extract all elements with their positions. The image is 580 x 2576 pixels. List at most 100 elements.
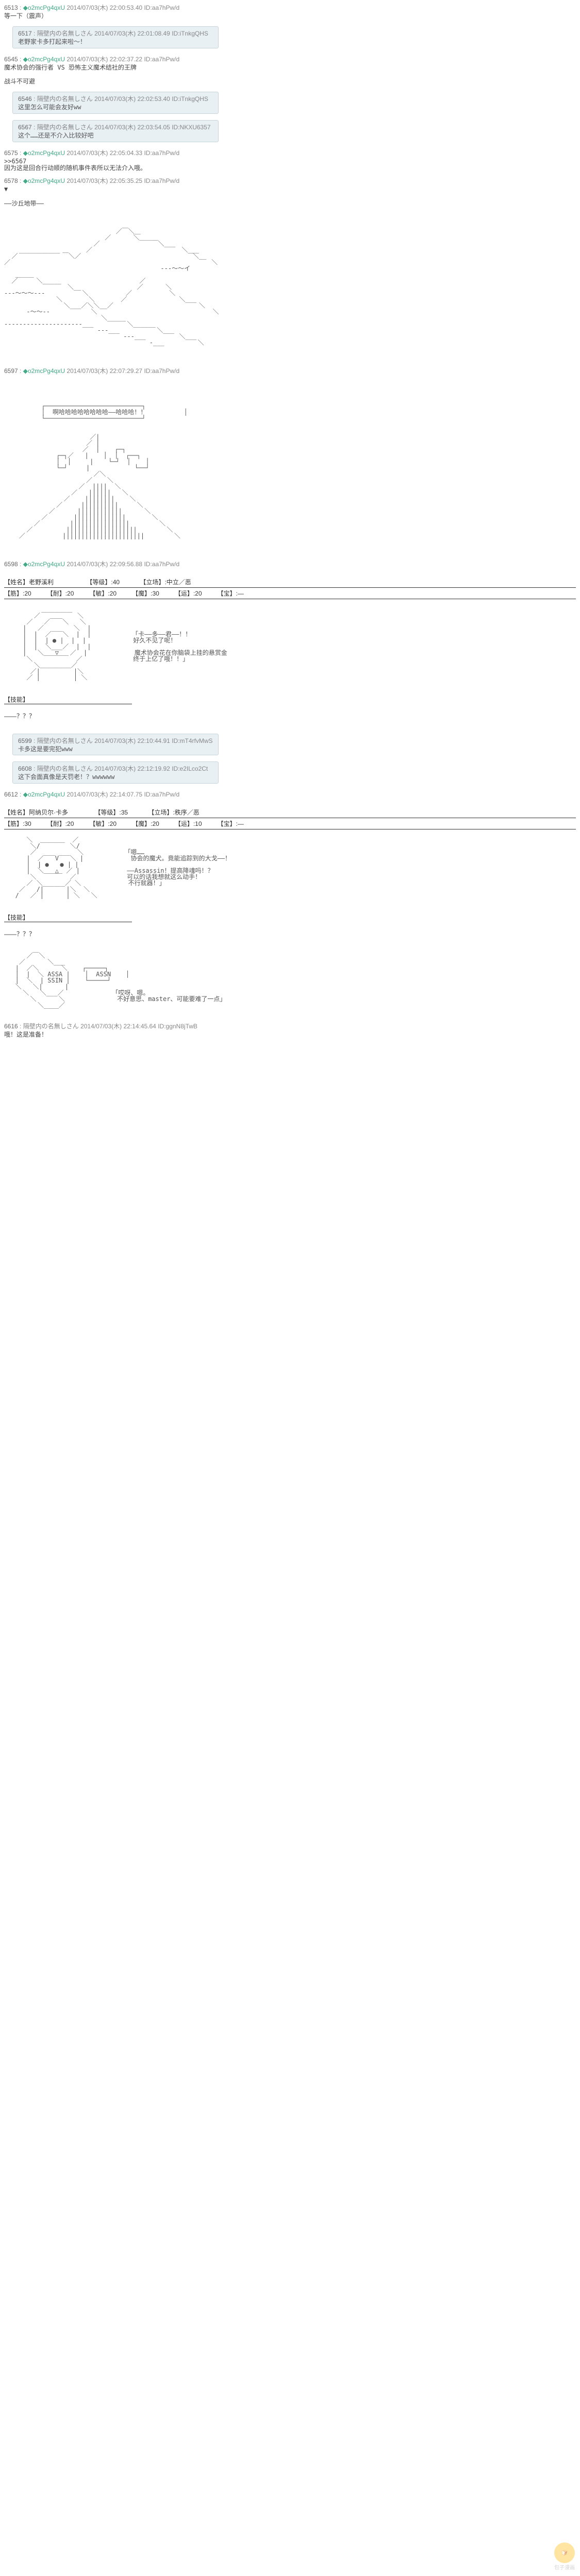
- post-date: 2014/07/03(木) 22:09:56.88: [67, 561, 142, 568]
- post-header: 6575 : ◆o2mcPg4qxU 2014/07/03(木) 22:05:0…: [4, 148, 576, 157]
- skill-body: ――？？？: [4, 929, 576, 938]
- stat-align-label: 【立场】: [140, 579, 164, 586]
- post: 6616 : 隔壁内の名無しさん 2014/07/03(木) 22:14:45.…: [0, 1021, 580, 1040]
- post-number[interactable]: 6608: [18, 765, 32, 772]
- post-body: 老野家卡多打起来啦～！: [18, 39, 213, 46]
- stat-row-2: 【筋】:20 【耐】:20 【敏】:20 【魔】:30 【运】:20 【宝】:―: [4, 588, 576, 599]
- post-number[interactable]: 6598: [4, 561, 18, 568]
- post: 6545 : ◆o2mcPg4qxU 2014/07/03(木) 22:02:3…: [0, 54, 580, 87]
- post-header: 6546 : 隔壁内の名無しさん 2014/07/03(木) 22:02:53.…: [18, 94, 213, 103]
- post-number[interactable]: 6513: [4, 4, 18, 11]
- post-number[interactable]: 6546: [18, 95, 32, 103]
- post: 6598 : ◆o2mcPg4qxU 2014/07/03(木) 22:09:5…: [0, 558, 580, 721]
- logo-icon: 🍞: [554, 2543, 575, 2563]
- post-date: 2014/07/03(木) 22:01:08.49: [94, 30, 170, 37]
- post-body: 这个……还是不介入比较好吧: [18, 132, 213, 140]
- post-number[interactable]: 6616: [4, 1023, 18, 1030]
- ascii-art-landscape: ／￣＼＿ ／ ＼＿＿ ／ ￣＼___ ___________ ／ ＼___ ／: [4, 222, 576, 346]
- post-date: 2014/07/03(木) 22:14:45.64: [80, 1023, 156, 1030]
- poster-name: 隔壁内の名無しさん: [37, 737, 93, 744]
- post-id: ID:aa7hPw/d: [144, 56, 179, 63]
- post-date: 2014/07/03(木) 22:03:54.05: [94, 124, 170, 131]
- stat-cell: 【宝】:―: [221, 820, 244, 827]
- reply-post: 6517 : 隔壁内の名無しさん 2014/07/03(木) 22:01:08.…: [12, 26, 219, 48]
- post-body: ▼ ――沙丘地带――: [4, 186, 576, 207]
- post-number[interactable]: 6599: [18, 737, 32, 744]
- poster-name: 隔壁内の名無しさん: [23, 1023, 79, 1030]
- skill-body: ――？？？: [4, 711, 576, 720]
- character-stat-block: 【姓名】老野溪利 【等级】:40 【立场】:中立／恶 【筋】:20 【耐】:20…: [4, 577, 576, 599]
- post-header: 6598 : ◆o2mcPg4qxU 2014/07/03(木) 22:09:5…: [4, 560, 576, 568]
- site-logo[interactable]: 🍞 包子漫画: [554, 2543, 575, 2571]
- post-date: 2014/07/03(木) 22:02:37.22: [67, 56, 142, 63]
- stat-row-1: 【姓名】老野溪利 【等级】:40 【立场】:中立／恶: [4, 577, 576, 588]
- post-id: ID:mT4rfvMwS: [172, 737, 212, 744]
- stat-name-label: 【姓名】: [4, 809, 29, 816]
- post: 6513 : ◆o2mcPg4qxU 2014/07/03(木) 22:00:5…: [0, 2, 580, 21]
- post-number[interactable]: 6575: [4, 149, 18, 157]
- stat-row-1: 【姓名】阿纳贝尔·卡多 【等级】:35 【立场】:秩序／恶: [4, 807, 576, 818]
- stat-level: :40: [111, 579, 120, 586]
- tripcode: ◆o2mcPg4qxU: [23, 791, 65, 798]
- stat-cell: 【筋】:30: [4, 820, 31, 827]
- character-stat-block: 【姓名】阿纳贝尔·卡多 【等级】:35 【立场】:秩序／恶 【筋】:30 【耐】…: [4, 807, 576, 829]
- stat-cell: 【筋】:20: [4, 590, 31, 597]
- stat-level-label: 【等级】: [86, 579, 111, 586]
- post-body: 魔术协会的强行者 VS 恐怖主义魔术结社的王牌 战斗不可避: [4, 64, 576, 86]
- skill-header: 【技能】: [4, 695, 132, 704]
- reply-post: 6567 : 隔壁内の名無しさん 2014/07/03(木) 22:03:54.…: [12, 120, 219, 142]
- post-header: 6599 : 隔壁内の名無しさん 2014/07/03(木) 22:10:44.…: [18, 736, 213, 745]
- ascii-art-character-2: ＼ ＿＿＿＿ ／ ＼/ ＼/ ／ ___ ___ ＼ 「嗯…… | ／ V ＼ …: [4, 837, 576, 899]
- poster-name: 隔壁内の名無しさん: [37, 30, 93, 37]
- post-header: 6567 : 隔壁内の名無しさん 2014/07/03(木) 22:03:54.…: [18, 123, 213, 131]
- post-id: ID:aa7hPw/d: [144, 149, 179, 157]
- stat-level: :35: [119, 809, 128, 816]
- post-header: 6597 : ◆o2mcPg4qxU 2014/07/03(木) 22:07:2…: [4, 366, 576, 375]
- stat-cell: 【敏】:20: [92, 590, 117, 597]
- tripcode: ◆o2mcPg4qxU: [23, 56, 65, 63]
- post-header: 6517 : 隔壁内の名無しさん 2014/07/03(木) 22:01:08.…: [18, 29, 213, 38]
- ascii-art-speech: ┌──────────────────────────┐ │ 啊哈哈哈哈哈哈哈哈…: [4, 391, 576, 539]
- post-date: 2014/07/03(木) 22:00:53.40: [67, 4, 142, 11]
- post-number[interactable]: 6612: [4, 791, 18, 798]
- poster-name: 隔壁内の名無しさん: [37, 95, 93, 103]
- stat-cell: 【耐】:20: [50, 820, 74, 827]
- post-number[interactable]: 6545: [4, 56, 18, 63]
- stat-cell: 【魔】:20: [135, 820, 159, 827]
- post-number[interactable]: 6517: [18, 30, 32, 37]
- stat-name-label: 【姓名】: [4, 579, 29, 586]
- post-id: ID:e2ILco2Ct: [172, 765, 208, 772]
- post-number[interactable]: 6567: [18, 124, 32, 131]
- post-body: 等一下（震声）: [4, 13, 576, 20]
- stat-cell: 【耐】:20: [50, 590, 74, 597]
- stat-name: 老野溪利: [29, 579, 54, 586]
- ascii-art-assassin: ／￣＼ ／ ＼___ | ／＼ ＼ ┌─────┐ | | ＼ ASSA | │…: [4, 953, 576, 1008]
- reply-post: 6599 : 隔壁内の名無しさん 2014/07/03(木) 22:10:44.…: [12, 734, 219, 756]
- post-number[interactable]: 6578: [4, 177, 18, 184]
- post-header: 6578 : ◆o2mcPg4qxU 2014/07/03(木) 22:05:3…: [4, 176, 576, 185]
- post-body: >>6567 因为这是回合行动顺的随机事件表所以无法介入哦。: [4, 158, 576, 173]
- post-id: ID:aa7hPw/d: [144, 177, 179, 184]
- post-date: 2014/07/03(木) 22:12:19.92: [94, 765, 170, 772]
- stat-cell: 【运】:10: [178, 820, 202, 827]
- tripcode: ◆o2mcPg4qxU: [23, 561, 65, 568]
- stat-name: 阿纳贝尔·卡多: [29, 809, 68, 816]
- stat-align: :中立／恶: [164, 579, 191, 586]
- post-id: ID:aa7hPw/d: [144, 791, 179, 798]
- post: 6612 : ◆o2mcPg4qxU 2014/07/03(木) 22:14:0…: [0, 789, 580, 1009]
- stat-level-label: 【等级】: [94, 809, 119, 816]
- reply-post: 6608 : 隔壁内の名無しさん 2014/07/03(木) 22:12:19.…: [12, 761, 219, 784]
- post-header: 6608 : 隔壁内の名無しさん 2014/07/03(木) 22:12:19.…: [18, 764, 213, 773]
- post-number[interactable]: 6597: [4, 367, 18, 375]
- stat-cell: 【魔】:30: [135, 590, 159, 597]
- ascii-art-character-1: ＿＿＿＿＿ ／ ＼ ／ ／￣￣＼ ＼ | ／ ___ ＼ |: [4, 606, 576, 681]
- poster-name: 隔壁内の名無しさん: [37, 765, 93, 772]
- reply-post: 6546 : 隔壁内の名無しさん 2014/07/03(木) 22:02:53.…: [12, 92, 219, 114]
- post: 6575 : ◆o2mcPg4qxU 2014/07/03(木) 22:05:0…: [0, 147, 580, 174]
- post-date: 2014/07/03(木) 22:10:44.91: [94, 737, 170, 744]
- post-id: ID:ggnN8jTwB: [158, 1023, 197, 1030]
- post: 6578 : ◆o2mcPg4qxU 2014/07/03(木) 22:05:3…: [0, 175, 580, 346]
- post-body: 哦！这是准备！: [4, 1031, 576, 1039]
- tripcode: ◆o2mcPg4qxU: [23, 367, 65, 375]
- post-body: 卡多这是要完犯www: [18, 746, 213, 753]
